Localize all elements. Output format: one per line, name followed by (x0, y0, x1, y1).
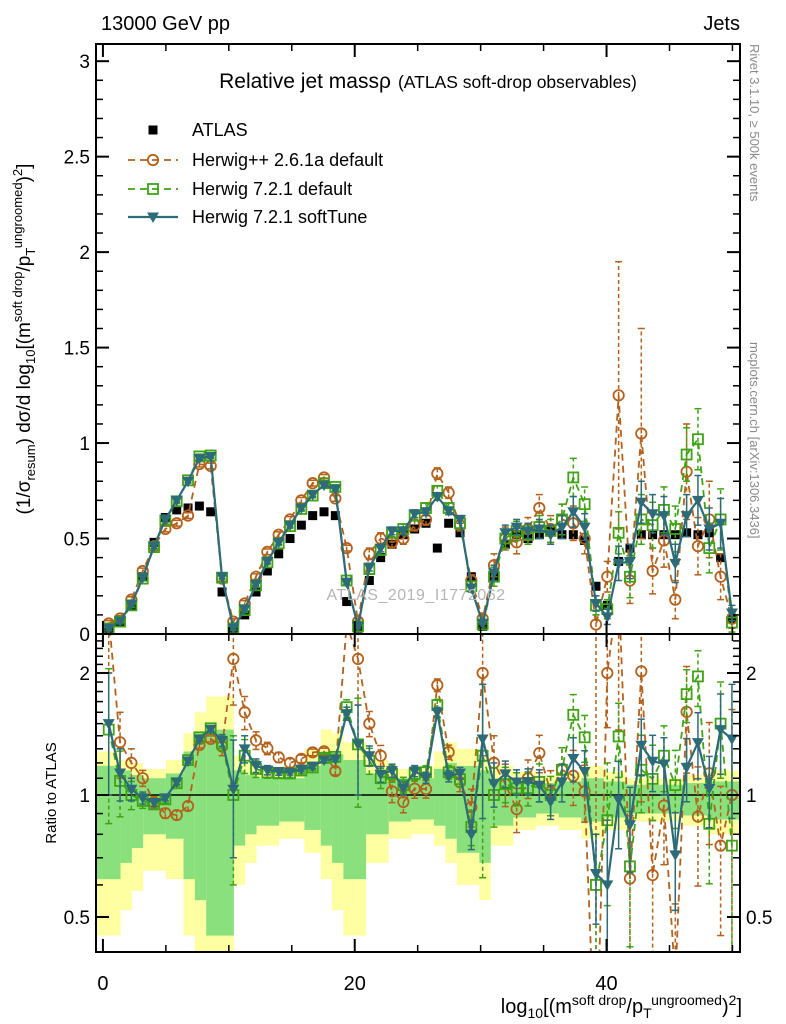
legend-marker-atlas (148, 125, 158, 135)
inner-band-segment (558, 781, 582, 818)
tick-label: 2.5 (64, 148, 90, 169)
legend-label-herwig7-default: Herwig 7.2.1 default (192, 179, 352, 199)
legend-label-atlas: ATLAS (192, 120, 248, 140)
inner-band-segment (206, 729, 234, 936)
inner-band-segment (233, 770, 246, 846)
tick-label: 0.5 (64, 908, 90, 929)
legend-marker-herwig7-softtune (128, 212, 178, 223)
inner-band-segment (245, 775, 257, 835)
ratio-panel-series (102, 634, 739, 952)
inner-band-segment (194, 733, 207, 901)
y-axis-label: (1/σresum) dσ/d log10[(msoft drop/pTungr… (10, 164, 38, 515)
rivet-version-note: Rivet 3.1.10, ≥ 500k events (747, 44, 762, 202)
axes-and-ticks: 0 0.5 1 1.5 2 2.5 3 0 20 40 2 2 1 1 0.5 0.5 (64, 43, 772, 995)
tick-label: 0.5 (64, 530, 90, 551)
series-herwig7-softtune (102, 672, 738, 952)
tick-label: 1 (79, 434, 90, 455)
inner-band-segment (131, 775, 144, 848)
plot-title-paren: (ATLAS soft-drop observables) (398, 72, 637, 92)
legend-marker-herwig7-default (128, 183, 178, 195)
x-axis-label: log10[(msoft drop/pTungroomed)2] (501, 992, 742, 1021)
inner-band-segment (279, 778, 305, 822)
ratio-uncertainty-bands (96, 696, 740, 952)
series-herwigpp-default (102, 260, 739, 634)
inner-band-segment (320, 751, 333, 846)
header-right: Jets (703, 13, 740, 35)
inner-band-segment (120, 770, 132, 863)
inner-band-segment (479, 770, 491, 863)
inner-band-segment (434, 768, 446, 826)
inner-band-segment (96, 765, 121, 880)
plot-title-main: Relative jet massρ (219, 70, 391, 93)
tick-label: 1 (746, 786, 757, 807)
tick-label: 2 (79, 243, 90, 264)
legend-label-herwig7-softtune: Herwig 7.2.1 softTune (192, 207, 367, 227)
legend-label-herwigpp-default: Herwig++ 2.6.1a default (192, 150, 383, 170)
tick-label: 20 (344, 973, 366, 995)
tick-label: 2 (746, 664, 757, 685)
tick-label: 0 (79, 625, 90, 646)
tick-label: 1 (79, 786, 90, 807)
watermark: ATLAS_2019_I1772062 (326, 587, 505, 604)
inner-band-segment (304, 765, 321, 830)
main-panel-series (102, 260, 739, 634)
legend-marker-herwigpp-default (128, 153, 178, 167)
inner-band-segment (343, 760, 367, 880)
series-herwig7-softtune (102, 451, 738, 634)
tick-label: 0 (97, 973, 108, 995)
tick-label: 40 (595, 973, 617, 995)
inner-band-segment (513, 781, 537, 818)
tick-label: 3 (79, 52, 90, 73)
inner-band-segment (183, 751, 195, 880)
plot-title: Relative jet massρ (ATLAS soft-drop obser… (219, 70, 637, 93)
inner-band-segment (445, 762, 457, 839)
tick-label: 0.5 (746, 908, 772, 929)
inner-band-segment (411, 778, 435, 820)
ratio-panel-frame (95, 633, 741, 953)
inner-band-segment (256, 778, 280, 826)
mcplots-arxiv-note: mcplots.cern.ch [arXiv:1306.3436] (747, 342, 762, 539)
legend (128, 125, 178, 223)
tick-label: 2 (79, 664, 90, 685)
ratio-axis-title: Ratio to ATLAS (43, 742, 60, 843)
tick-label: 1.5 (64, 339, 90, 360)
inner-band-segment (332, 754, 344, 863)
header-left: 13000 GeV pp (101, 13, 230, 35)
